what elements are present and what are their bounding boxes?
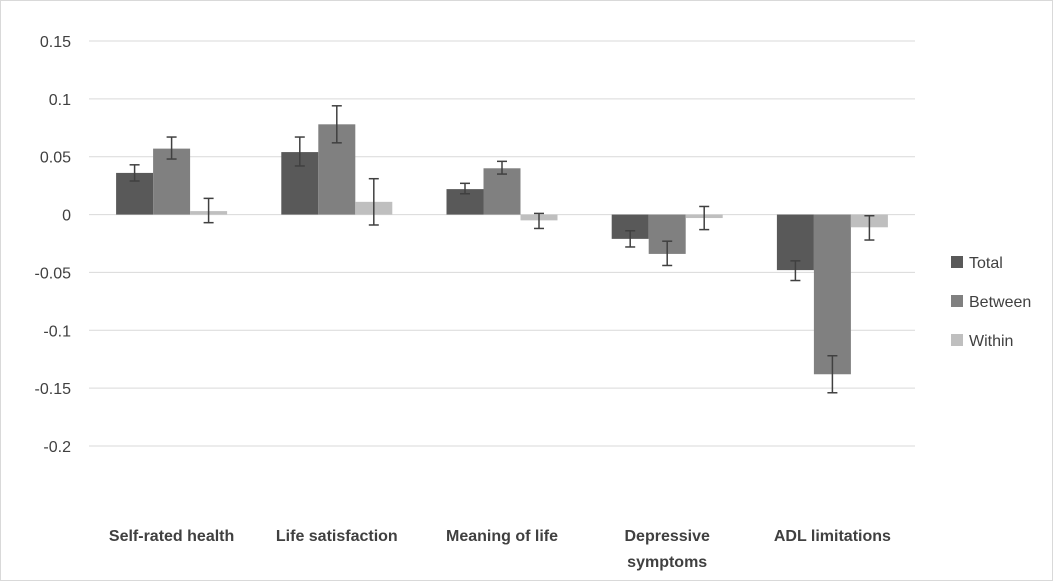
category-label: Self-rated health <box>109 528 234 545</box>
legend-swatch <box>951 256 963 268</box>
error-bar <box>460 182 470 195</box>
bars <box>116 124 888 375</box>
legend: Total Between Within <box>951 255 1031 350</box>
y-tick-label: -0.1 <box>43 323 71 340</box>
error-bar <box>699 205 710 231</box>
error-bar <box>331 105 342 144</box>
bar-between <box>813 214 851 375</box>
y-tick-label: -0.2 <box>43 439 71 456</box>
bar-between <box>483 168 521 215</box>
category-label: Meaning of life <box>446 528 558 545</box>
category-label: Depressive symptoms <box>625 528 710 571</box>
legend-swatch <box>951 334 963 346</box>
y-tick-label: 0.05 <box>40 150 71 167</box>
legend-swatch <box>951 295 963 307</box>
error-bar <box>368 177 379 226</box>
error-bar <box>790 260 801 282</box>
legend-item-total: Total <box>951 255 1003 272</box>
y-tick-label: 0.1 <box>49 92 71 109</box>
x-axis-category-labels: Self-rated health Life satisfaction Meanin… <box>109 528 891 571</box>
category-label: ADL limitations <box>774 528 891 545</box>
legend-item-between: Between <box>951 294 1031 311</box>
legend-label: Total <box>969 255 1003 272</box>
error-bar <box>827 354 838 394</box>
error-bar <box>534 212 544 230</box>
error-bar <box>662 240 673 267</box>
y-tick-label: 0 <box>62 208 71 225</box>
y-tick-label: 0.15 <box>40 34 71 51</box>
legend-item-within: Within <box>951 333 1013 350</box>
error-bar <box>625 230 636 248</box>
error-bar <box>497 160 507 175</box>
error-bar <box>203 197 214 224</box>
legend-label: Within <box>969 333 1013 350</box>
y-tick-label: -0.15 <box>35 381 72 398</box>
category-label: Life satisfaction <box>276 528 398 545</box>
legend-label: Between <box>969 294 1031 311</box>
error-bar <box>129 164 140 182</box>
error-bar <box>864 214 875 241</box>
y-axis-tick-labels: 0.15 0.1 0.05 0 -0.05 -0.1 -0.15 -0.2 <box>35 34 72 456</box>
error-bars <box>129 105 875 394</box>
error-bar <box>294 136 305 167</box>
error-bar <box>166 136 177 160</box>
y-tick-label: -0.05 <box>35 265 72 282</box>
